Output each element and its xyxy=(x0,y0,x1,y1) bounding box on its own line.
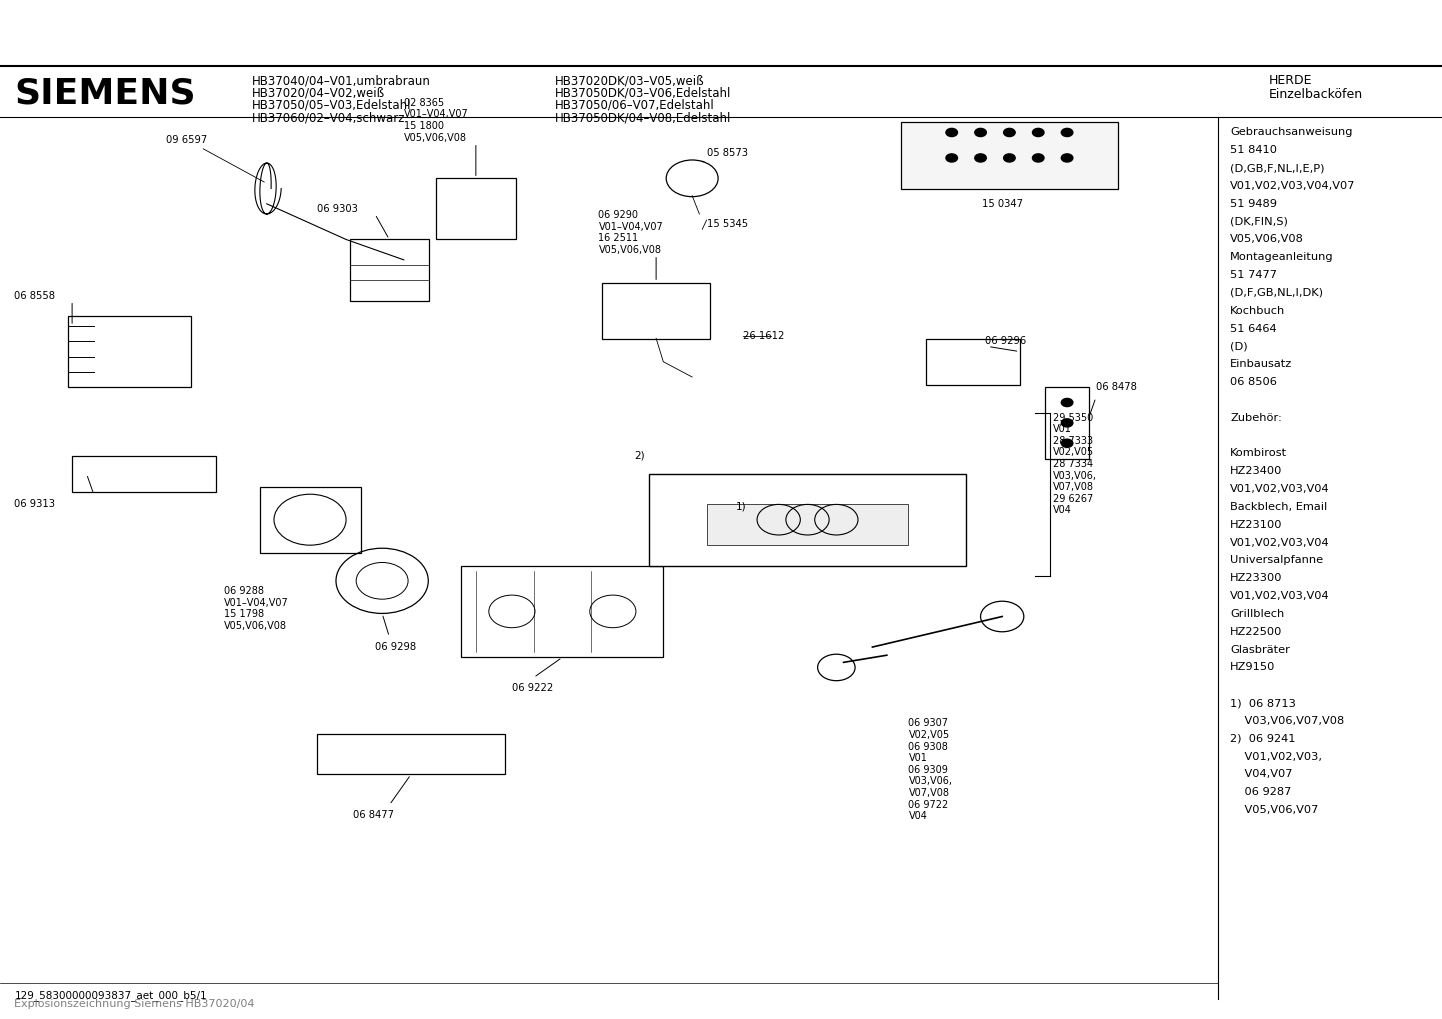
Circle shape xyxy=(975,154,986,162)
Bar xyxy=(927,338,1021,384)
Text: 15 5345: 15 5345 xyxy=(707,219,748,229)
Circle shape xyxy=(1061,154,1073,162)
Text: V05,V06,V07: V05,V06,V07 xyxy=(1230,805,1318,815)
Text: Zubehör:: Zubehör: xyxy=(1230,413,1282,423)
Text: V01,V02,V03,V04: V01,V02,V03,V04 xyxy=(1230,484,1330,494)
Text: 06 8478: 06 8478 xyxy=(1096,382,1136,392)
Text: HB37050/06–V07,Edelstahl: HB37050/06–V07,Edelstahl xyxy=(555,99,715,112)
Text: Kochbuch: Kochbuch xyxy=(1230,306,1285,316)
Circle shape xyxy=(1061,398,1073,407)
Text: 06 9307
V02,V05
06 9308
V01
06 9309
V03,V06,
V07,V08
06 9722
V04: 06 9307 V02,V05 06 9308 V01 06 9309 V03,… xyxy=(908,718,953,821)
Text: V05,V06,V08: V05,V06,V08 xyxy=(1230,234,1304,245)
Text: 129_58300000093837_aet_000_b5/1: 129_58300000093837_aet_000_b5/1 xyxy=(14,990,208,1002)
Text: V01,V02,V03,: V01,V02,V03, xyxy=(1230,752,1322,761)
Circle shape xyxy=(1061,128,1073,137)
Bar xyxy=(72,455,216,491)
Text: V03,V06,V07,V08: V03,V06,V07,V08 xyxy=(1230,716,1344,726)
Circle shape xyxy=(1032,128,1044,137)
Text: 51 8410: 51 8410 xyxy=(1230,146,1278,155)
Text: 06 9296: 06 9296 xyxy=(985,336,1027,346)
Circle shape xyxy=(946,128,957,137)
Text: 15 0347: 15 0347 xyxy=(982,199,1022,209)
Text: HB37020DK/03–V05,weiß: HB37020DK/03–V05,weiß xyxy=(555,74,705,88)
Bar xyxy=(68,316,192,387)
Bar xyxy=(435,178,516,239)
Text: 06 8477: 06 8477 xyxy=(353,810,394,820)
Text: HB37050DK/04–V08,Edelstahl: HB37050DK/04–V08,Edelstahl xyxy=(555,111,731,124)
Text: 06 9298: 06 9298 xyxy=(375,642,417,652)
Text: HZ22500: HZ22500 xyxy=(1230,627,1282,637)
Circle shape xyxy=(1004,154,1015,162)
Bar xyxy=(603,282,711,338)
Text: 51 7477: 51 7477 xyxy=(1230,270,1278,280)
Text: V04,V07: V04,V07 xyxy=(1230,769,1292,780)
Bar xyxy=(1045,387,1089,459)
Text: Kombirost: Kombirost xyxy=(1230,448,1288,459)
Text: HB37050/05–V03,Edelstahl: HB37050/05–V03,Edelstahl xyxy=(252,99,412,112)
Bar xyxy=(317,734,505,774)
Text: HB37020/04–V02,weiß: HB37020/04–V02,weiß xyxy=(252,87,385,100)
Text: 06 9222: 06 9222 xyxy=(512,683,554,693)
Text: Glasbräter: Glasbräter xyxy=(1230,645,1291,654)
Text: 51 6464: 51 6464 xyxy=(1230,324,1276,333)
Text: 09 6597: 09 6597 xyxy=(166,135,264,182)
Text: 1)  06 8713: 1) 06 8713 xyxy=(1230,698,1296,708)
Text: (D): (D) xyxy=(1230,341,1247,352)
Bar xyxy=(350,239,430,301)
Text: HZ23400: HZ23400 xyxy=(1230,467,1282,476)
Text: Einzelbacköfen: Einzelbacköfen xyxy=(1269,88,1363,101)
Circle shape xyxy=(1032,154,1044,162)
Text: (D,GB,F,NL,I,E,P): (D,GB,F,NL,I,E,P) xyxy=(1230,163,1325,173)
Text: HERDE: HERDE xyxy=(1269,74,1312,88)
Circle shape xyxy=(1061,439,1073,447)
Text: Explosionszeichnung Siemens HB37020/04: Explosionszeichnung Siemens HB37020/04 xyxy=(14,999,255,1009)
Text: HZ23300: HZ23300 xyxy=(1230,574,1282,583)
Bar xyxy=(461,566,663,657)
Bar xyxy=(707,504,908,545)
Text: Grillblech: Grillblech xyxy=(1230,609,1285,619)
Text: 06 9303: 06 9303 xyxy=(317,204,358,214)
Text: SIEMENS: SIEMENS xyxy=(14,76,196,110)
Bar xyxy=(649,474,966,566)
Text: V01,V02,V03,V04: V01,V02,V03,V04 xyxy=(1230,591,1330,601)
Text: 05 8573: 05 8573 xyxy=(707,148,747,158)
Text: HZ9150: HZ9150 xyxy=(1230,662,1275,673)
Text: V01,V02,V03,V04: V01,V02,V03,V04 xyxy=(1230,538,1330,547)
Text: HZ23100: HZ23100 xyxy=(1230,520,1282,530)
Text: 29 5350
V01
28 7333
V02,V05
28 7334
V03,V06,
V07,V08
29 6267
V04: 29 5350 V01 28 7333 V02,V05 28 7334 V03,… xyxy=(1053,413,1097,516)
Text: 06 8506: 06 8506 xyxy=(1230,377,1278,387)
Text: 1): 1) xyxy=(735,501,746,512)
Circle shape xyxy=(946,154,957,162)
Text: 06 8558: 06 8558 xyxy=(14,290,55,301)
Text: 06 9288
V01–V04,V07
15 1798
V05,V06,V08: 06 9288 V01–V04,V07 15 1798 V05,V06,V08 xyxy=(224,586,288,631)
Text: (DK,FIN,S): (DK,FIN,S) xyxy=(1230,217,1288,226)
Text: Einbausatz: Einbausatz xyxy=(1230,360,1292,369)
Circle shape xyxy=(975,128,986,137)
Text: (D,F,GB,NL,I,DK): (D,F,GB,NL,I,DK) xyxy=(1230,287,1322,298)
FancyBboxPatch shape xyxy=(901,122,1118,189)
Text: Gebrauchsanweisung: Gebrauchsanweisung xyxy=(1230,127,1353,138)
Text: 51 9489: 51 9489 xyxy=(1230,199,1278,209)
Text: 2)  06 9241: 2) 06 9241 xyxy=(1230,734,1295,744)
Text: HB37040/04–V01,umbrabraun: HB37040/04–V01,umbrabraun xyxy=(252,74,431,88)
Text: 02 8365
V01–V04,V07
15 1800
V05,V06,V08: 02 8365 V01–V04,V07 15 1800 V05,V06,V08 xyxy=(404,98,469,143)
Text: HB37050DK/03–V06,Edelstahl: HB37050DK/03–V06,Edelstahl xyxy=(555,87,731,100)
Circle shape xyxy=(1004,128,1015,137)
Text: 06 9313: 06 9313 xyxy=(14,499,55,510)
Bar xyxy=(260,487,360,552)
Text: 26 1612: 26 1612 xyxy=(743,331,784,341)
Text: 2): 2) xyxy=(634,450,645,461)
Text: Universalpfanne: Universalpfanne xyxy=(1230,555,1324,566)
Text: 06 9287: 06 9287 xyxy=(1230,788,1292,797)
Circle shape xyxy=(1061,419,1073,427)
Text: 06 9290
V01–V04,V07
16 2511
V05,V06,V08: 06 9290 V01–V04,V07 16 2511 V05,V06,V08 xyxy=(598,210,663,255)
Text: V01,V02,V03,V04,V07: V01,V02,V03,V04,V07 xyxy=(1230,181,1355,191)
Text: Montageanleitung: Montageanleitung xyxy=(1230,253,1334,262)
Text: Backblech, Email: Backblech, Email xyxy=(1230,502,1327,512)
Text: HB37060/02–V04,schwarz: HB37060/02–V04,schwarz xyxy=(252,111,405,124)
